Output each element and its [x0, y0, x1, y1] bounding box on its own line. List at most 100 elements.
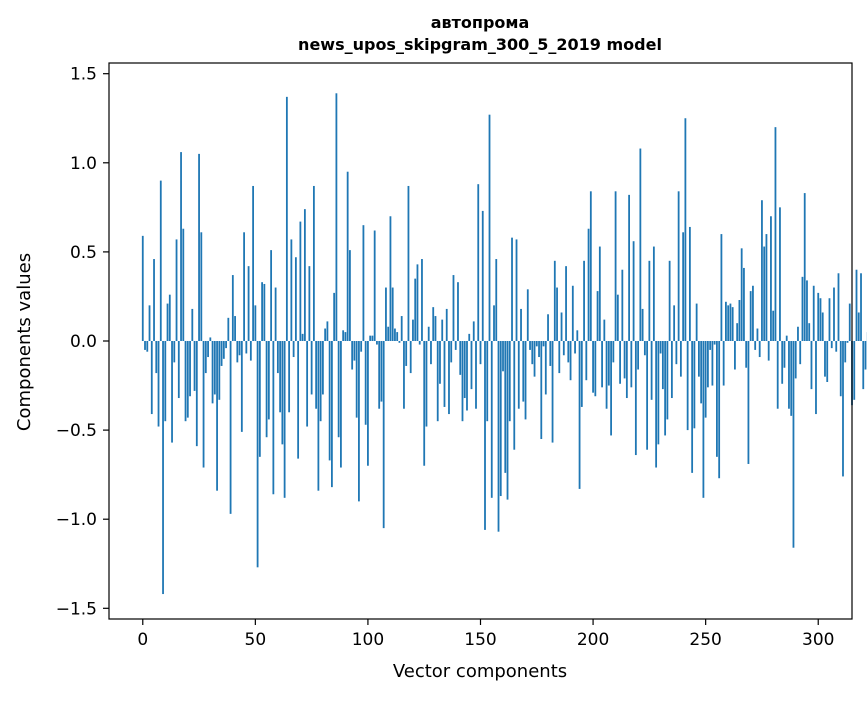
- bar: [214, 341, 216, 394]
- bar: [331, 341, 333, 487]
- bar: [793, 341, 795, 548]
- bar: [284, 341, 286, 498]
- bar: [599, 247, 601, 341]
- bar: [635, 341, 637, 455]
- bar: [750, 291, 752, 341]
- bar: [588, 229, 590, 341]
- bar: [527, 289, 529, 341]
- bar: [281, 341, 283, 444]
- bar: [689, 227, 691, 341]
- bar: [254, 305, 256, 341]
- bar: [313, 186, 315, 341]
- bar: [786, 336, 788, 341]
- bar: [390, 216, 392, 341]
- bar: [272, 341, 274, 494]
- bar: [378, 341, 380, 409]
- bar: [504, 341, 506, 473]
- bar: [590, 191, 592, 341]
- bar: [730, 304, 732, 341]
- bar: [664, 341, 666, 435]
- bar: [164, 341, 166, 421]
- bar: [212, 341, 214, 403]
- bar: [290, 239, 292, 341]
- bar: [833, 288, 835, 341]
- bar: [642, 309, 644, 341]
- bar: [860, 273, 862, 341]
- bar: [815, 341, 817, 414]
- bar: [545, 341, 547, 394]
- bar: [189, 341, 191, 396]
- bar: [345, 332, 347, 341]
- bar: [455, 341, 457, 350]
- bar: [808, 323, 810, 341]
- bar: [453, 275, 455, 341]
- bar: [363, 225, 365, 341]
- bar: [459, 341, 461, 375]
- bar: [847, 341, 849, 343]
- bar: [811, 341, 813, 389]
- bar: [241, 341, 243, 432]
- bar: [187, 341, 189, 418]
- bar: [261, 282, 263, 341]
- bar: [160, 181, 162, 341]
- bar: [444, 341, 446, 407]
- bar: [680, 341, 682, 377]
- bar: [477, 184, 479, 341]
- bar: [865, 341, 867, 370]
- bar: [842, 341, 844, 476]
- bar: [162, 341, 164, 594]
- bar: [576, 330, 578, 341]
- bar: [556, 288, 558, 341]
- bar: [856, 270, 858, 341]
- bar: [772, 311, 774, 341]
- bar: [446, 309, 448, 341]
- bar: [840, 341, 842, 396]
- bar: [507, 341, 509, 500]
- bar: [306, 341, 308, 427]
- bar: [329, 341, 331, 460]
- bar: [630, 341, 632, 387]
- bar: [703, 341, 705, 498]
- bar: [252, 186, 254, 341]
- x-tick-label: 50: [245, 630, 267, 650]
- bar: [554, 261, 556, 341]
- bar: [511, 238, 513, 341]
- bar: [516, 239, 518, 341]
- bar: [194, 341, 196, 391]
- bar: [475, 341, 477, 409]
- bar: [232, 275, 234, 341]
- x-tick-label: 100: [352, 630, 384, 650]
- bar: [354, 341, 356, 361]
- bar: [831, 341, 833, 348]
- bar: [567, 341, 569, 362]
- bar: [684, 118, 686, 341]
- bar: [333, 293, 335, 341]
- chart-subtitle: news_upos_skipgram_300_5_2019 model: [298, 35, 662, 54]
- bar: [338, 341, 340, 437]
- bar: [351, 341, 353, 370]
- bar: [671, 341, 673, 398]
- bar: [216, 341, 218, 491]
- bar: [419, 341, 421, 345]
- bar: [579, 341, 581, 489]
- bar: [822, 312, 824, 341]
- bar: [637, 341, 639, 370]
- bar: [234, 316, 236, 341]
- bar: [466, 341, 468, 411]
- bar: [727, 305, 729, 341]
- bar: [480, 341, 482, 364]
- bar: [387, 327, 389, 341]
- bar: [299, 222, 301, 341]
- bar: [716, 341, 718, 457]
- bar: [358, 341, 360, 501]
- bar: [315, 341, 317, 409]
- bar: [743, 268, 745, 341]
- bar: [763, 247, 765, 341]
- bar: [308, 266, 310, 341]
- bar: [655, 341, 657, 468]
- bar: [227, 318, 229, 341]
- bar: [491, 341, 493, 498]
- bar: [302, 334, 304, 341]
- bar: [205, 341, 207, 373]
